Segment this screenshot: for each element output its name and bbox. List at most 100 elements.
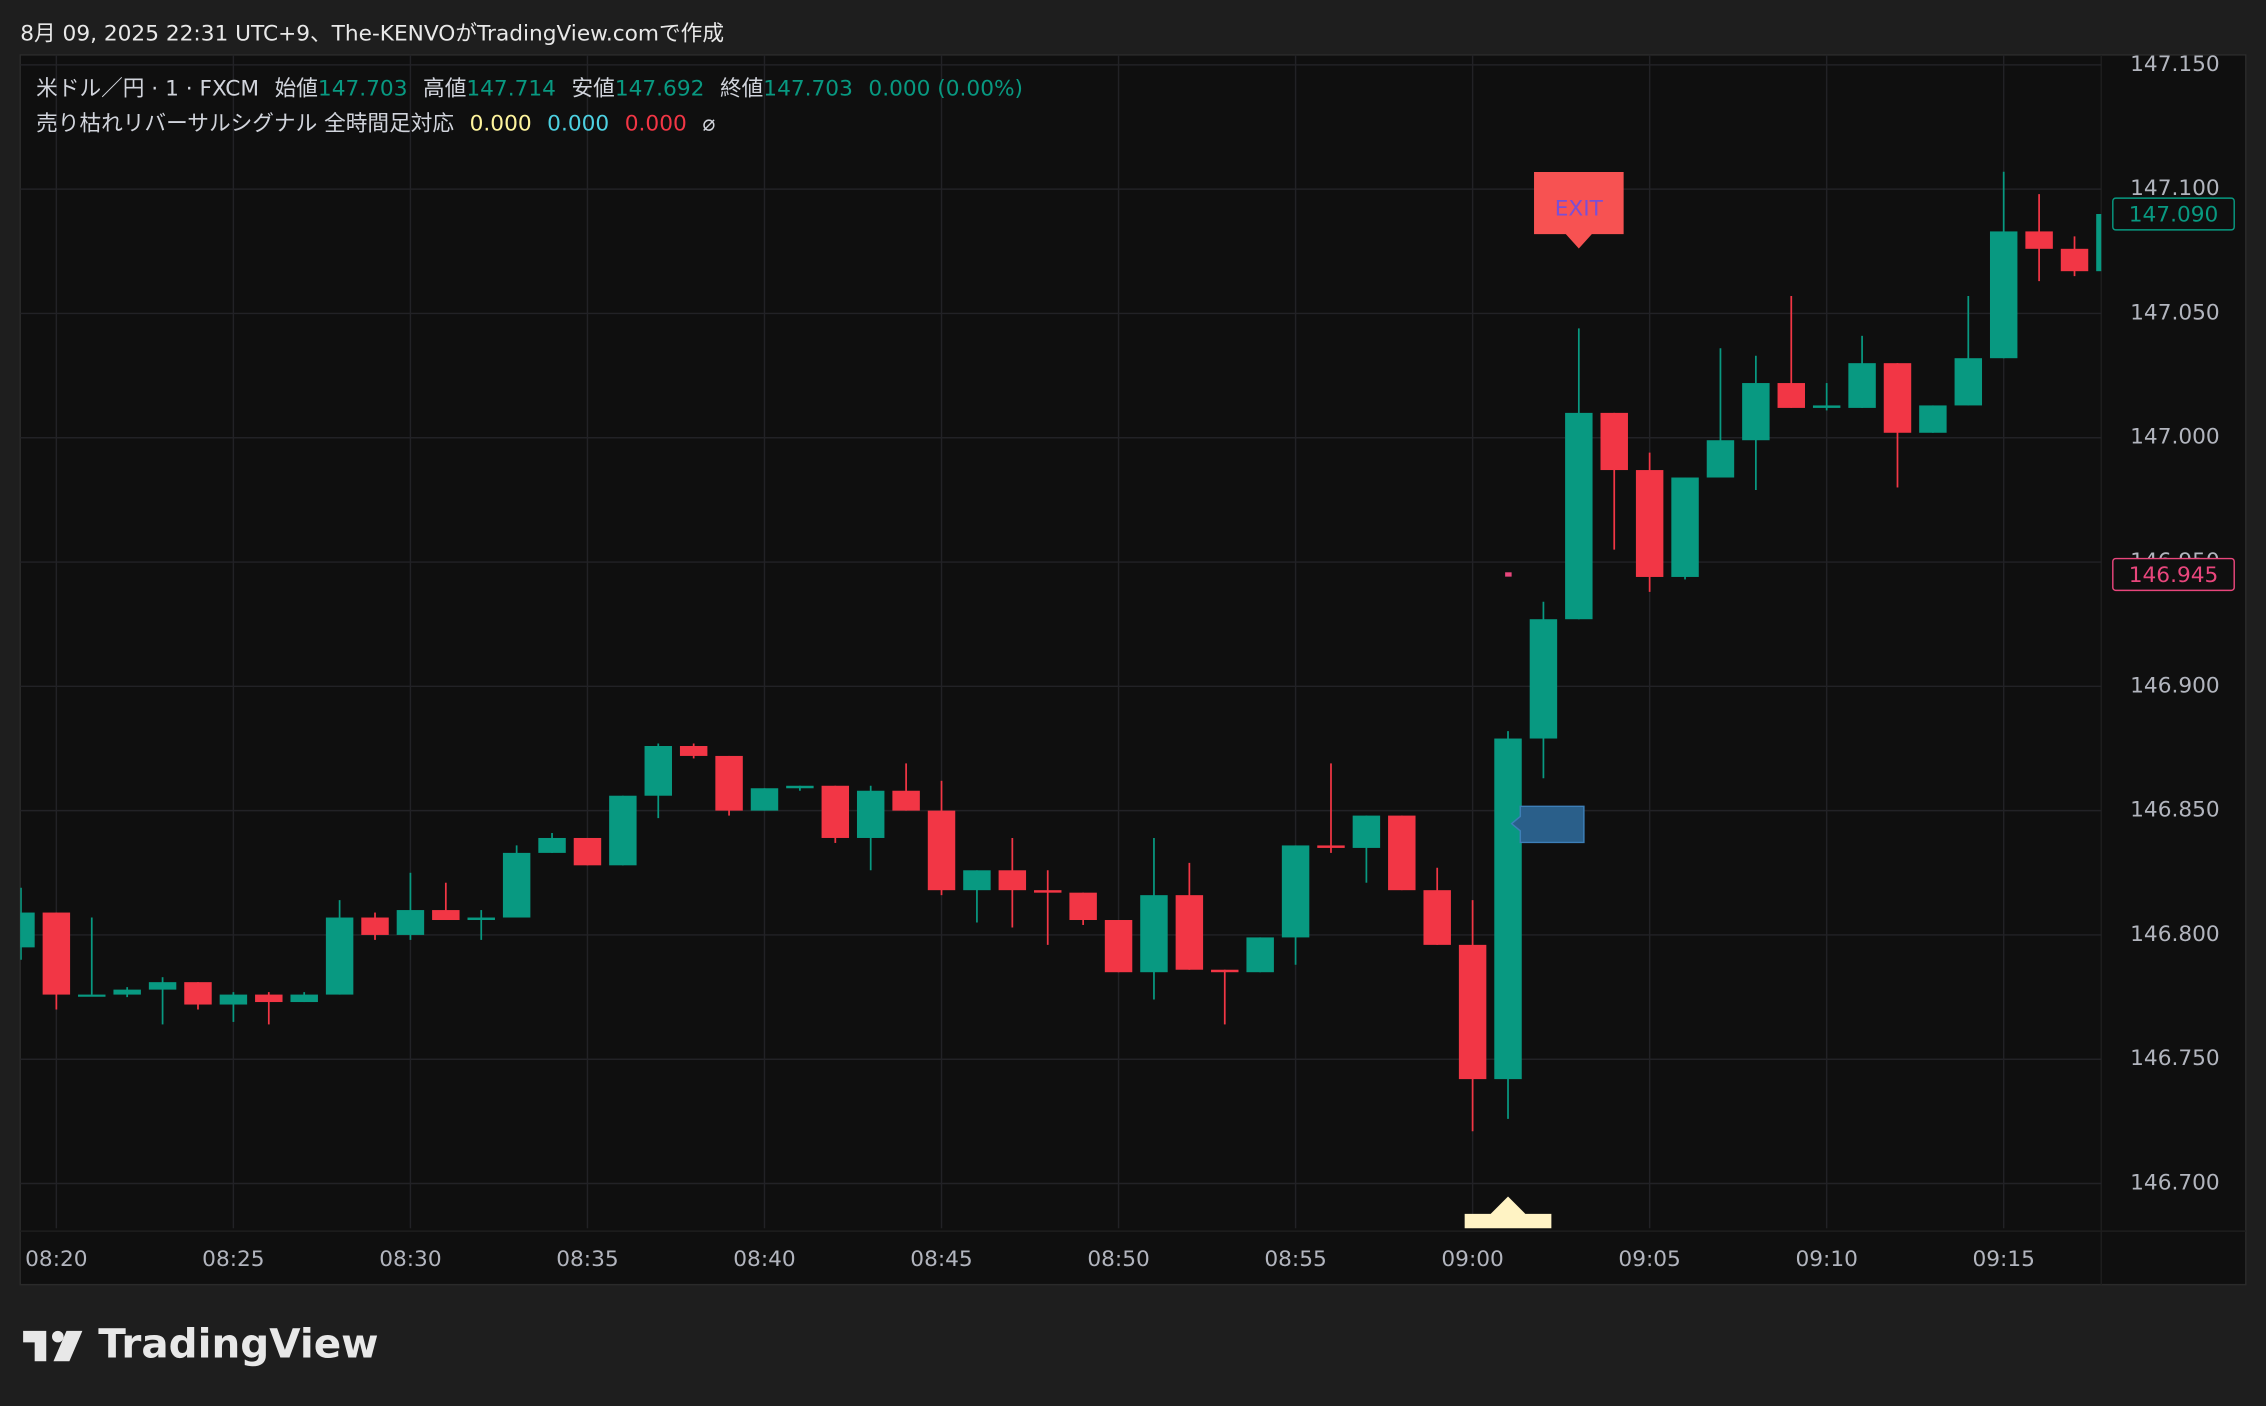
x-tick-label: 08:50 bbox=[1087, 1247, 1149, 1272]
symbol: 米ドル／円 · 1 · FXCM bbox=[36, 77, 259, 102]
y-tick-label: 146.700 bbox=[2130, 1171, 2220, 1196]
candle-body bbox=[1883, 363, 1912, 433]
candle-body bbox=[396, 910, 425, 935]
exit-label-box bbox=[1534, 171, 1624, 249]
x-tick-label: 09:10 bbox=[1795, 1247, 1857, 1272]
candle-body bbox=[538, 837, 566, 853]
last-price-label: 147.090 bbox=[2129, 202, 2219, 227]
candle-body bbox=[1423, 890, 1451, 945]
candle-body bbox=[1069, 892, 1097, 921]
indicator-value: 0.000 bbox=[625, 111, 687, 136]
plot: EXIT bbox=[20, 171, 2102, 1229]
candle-body bbox=[1529, 619, 1558, 739]
candle-body bbox=[432, 910, 460, 921]
entry-label-box bbox=[1510, 805, 1585, 844]
indicator-name: 売り枯れリバーサルシグナル 全時間足対応 bbox=[36, 111, 454, 136]
candle-body bbox=[78, 994, 106, 997]
indicator-value: 0.000 bbox=[547, 111, 609, 136]
candle-body bbox=[255, 994, 283, 1003]
indicator-value: 0.000 bbox=[470, 111, 532, 136]
brand-logo bbox=[23, 1330, 83, 1362]
candle-body bbox=[290, 994, 318, 1003]
candle-body bbox=[679, 745, 708, 756]
brand: TradingView bbox=[98, 1320, 378, 1368]
candle-body bbox=[856, 790, 885, 838]
candle-body bbox=[42, 912, 71, 995]
candle-body bbox=[1458, 944, 1487, 1080]
caption: 8月 09, 2025 22:31 UTC+9、The-KENVOがTradin… bbox=[20, 22, 724, 47]
candle-body bbox=[1954, 358, 1983, 406]
y-tick-label: 146.850 bbox=[2130, 798, 2220, 823]
candle-body bbox=[1989, 231, 2018, 359]
candle-body bbox=[184, 982, 212, 1005]
legend: 米ドル／円 · 1 · FXCM 始値147.703 高値147.714 安値1… bbox=[36, 77, 1023, 102]
candle-body bbox=[998, 870, 1027, 891]
candle-body bbox=[821, 785, 850, 838]
candle-body bbox=[361, 917, 389, 935]
x-tick-label: 09:00 bbox=[1441, 1247, 1503, 1272]
x-tick-label: 09:05 bbox=[1618, 1247, 1680, 1272]
candle-body bbox=[1140, 895, 1168, 973]
candle-body bbox=[927, 810, 956, 891]
candle-body bbox=[1706, 440, 1735, 478]
y-tick-label: 147.000 bbox=[2130, 425, 2220, 450]
quote-value: 147.714 bbox=[466, 77, 556, 102]
candle-body bbox=[467, 917, 495, 921]
candle-body bbox=[148, 982, 177, 990]
candle-body bbox=[1034, 890, 1062, 893]
x-tick-label: 08:40 bbox=[733, 1247, 795, 1272]
candle-body bbox=[715, 755, 743, 811]
quote-value: 147.692 bbox=[615, 77, 705, 102]
candle-body bbox=[1494, 738, 1522, 1080]
quote-value: 147.703 bbox=[763, 77, 853, 102]
x-tick-label: 08:30 bbox=[379, 1247, 441, 1272]
candle-body bbox=[1600, 412, 1628, 471]
indicator-symbol: ⌀ bbox=[702, 111, 715, 136]
candle-body bbox=[20, 912, 35, 948]
candle-body bbox=[1104, 920, 1133, 973]
candle-body bbox=[2060, 248, 2089, 272]
x-tick-label: 08:25 bbox=[202, 1247, 264, 1272]
y-tick-label: 147.150 bbox=[2130, 52, 2220, 77]
x-tick-label: 08:55 bbox=[1264, 1247, 1326, 1272]
candle-body bbox=[1211, 969, 1239, 973]
y-tick-label: 147.100 bbox=[2130, 176, 2220, 201]
level-label: 146.945 bbox=[2129, 563, 2219, 588]
candle-body bbox=[1281, 845, 1310, 938]
candle-body bbox=[786, 785, 814, 789]
candle-body bbox=[2025, 231, 2053, 249]
y-tick-label: 146.900 bbox=[2130, 673, 2220, 698]
axes: 146.700 146.750 146.800 146.850 146.900 146.9… bbox=[25, 52, 2235, 1272]
candle-body bbox=[1919, 405, 1947, 433]
x-tick-label: 08:35 bbox=[556, 1247, 618, 1272]
candle-body bbox=[892, 790, 920, 811]
candle-body bbox=[1388, 815, 1416, 891]
candle-body bbox=[1777, 383, 1805, 408]
candle-body bbox=[113, 989, 141, 995]
quote-label: 始値 bbox=[275, 77, 318, 102]
level-box bbox=[2112, 557, 2235, 592]
chart-area bbox=[19, 54, 2247, 1286]
candle-body bbox=[963, 870, 991, 891]
x-tick-label: 08:20 bbox=[25, 1247, 87, 1272]
candle-body bbox=[1848, 363, 1876, 408]
candle-body bbox=[750, 788, 779, 811]
change: 0.000 (0.00%) bbox=[868, 77, 1023, 102]
candle-body bbox=[1246, 937, 1274, 973]
x-tick-label: 09:15 bbox=[1972, 1247, 2034, 1272]
candle-body bbox=[2096, 214, 2102, 272]
candle-body bbox=[573, 837, 602, 866]
entry-arrow bbox=[1464, 1196, 1552, 1229]
candle-body bbox=[1352, 815, 1381, 848]
quote-label: 高値 bbox=[423, 77, 466, 102]
candle-body bbox=[1812, 405, 1841, 408]
candle-body bbox=[219, 994, 248, 1005]
y-tick-label: 146.750 bbox=[2130, 1046, 2220, 1071]
candle-body bbox=[1565, 412, 1593, 620]
y-tick-label: 147.050 bbox=[2130, 300, 2220, 325]
candle-body bbox=[325, 917, 354, 995]
quote-label: 終値 bbox=[720, 77, 763, 102]
last-price-box bbox=[2112, 197, 2235, 231]
